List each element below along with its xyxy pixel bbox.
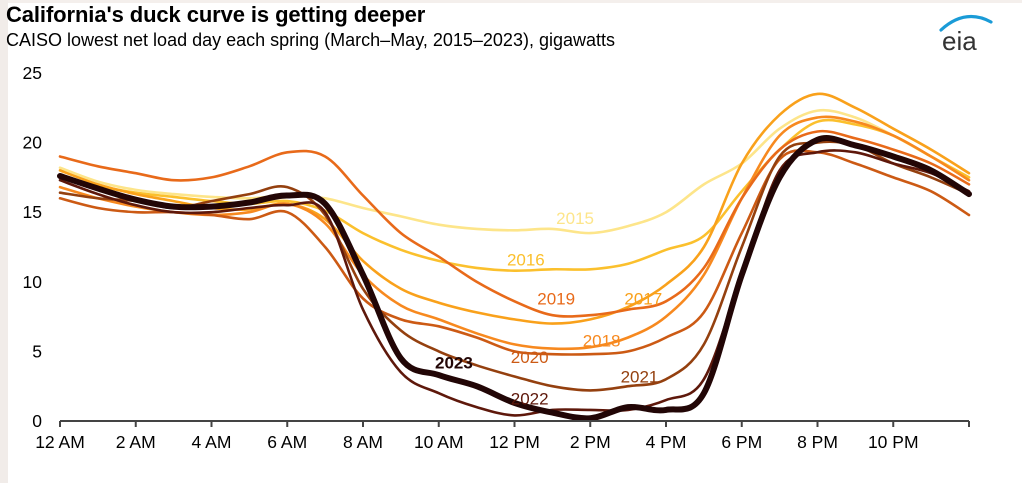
x-tick-label: 6 AM bbox=[267, 432, 307, 452]
series-line-2022 bbox=[58, 149, 971, 417]
x-tick-label: 2 AM bbox=[116, 432, 156, 452]
series-label-2019: 2019 bbox=[537, 290, 575, 309]
series-label-2022: 2022 bbox=[511, 390, 549, 409]
y-tick-label: 0 bbox=[32, 411, 42, 431]
x-tick-label: 4 AM bbox=[192, 432, 232, 452]
y-axis: 0 5 10 15 20 25 bbox=[23, 63, 43, 431]
y-tick-label: 5 bbox=[32, 341, 42, 361]
series-label-2017: 2017 bbox=[624, 290, 662, 309]
x-tick-label: 10 PM bbox=[868, 432, 919, 452]
series-label-2015: 2015 bbox=[556, 209, 594, 228]
left-border bbox=[0, 0, 8, 483]
series-label-2016: 2016 bbox=[507, 251, 545, 270]
chart-subtitle: CAISO lowest net load day each spring (M… bbox=[6, 30, 615, 50]
logo-arc bbox=[939, 14, 993, 32]
x-tick-label: 12 PM bbox=[489, 432, 540, 452]
logo-text: eia bbox=[942, 26, 977, 55]
chart-title: California's duck curve is getting deepe… bbox=[6, 2, 426, 27]
series-labels: 2015 2016 2017 2018 2019 2020 2021 2022 2023 bbox=[435, 209, 662, 409]
x-tick-label: 4 PM bbox=[646, 432, 687, 452]
series-label-2021: 2021 bbox=[621, 367, 659, 386]
x-tick-label: 2 PM bbox=[570, 432, 611, 452]
eia-logo: eia bbox=[935, 10, 995, 56]
eia-logo-icon: eia bbox=[939, 14, 993, 56]
x-tick-label: 8 PM bbox=[797, 432, 838, 452]
y-tick-label: 15 bbox=[23, 202, 42, 222]
y-tick-label: 25 bbox=[23, 63, 42, 83]
x-tick-label: 6 PM bbox=[721, 432, 762, 452]
series-label-2018: 2018 bbox=[583, 331, 621, 350]
series-label-2023: 2023 bbox=[435, 354, 473, 373]
x-tick-label: 8 AM bbox=[343, 432, 383, 452]
y-tick-label: 10 bbox=[23, 272, 43, 292]
top-border bbox=[0, 0, 1022, 3]
x-axis: 12 AM 2 AM 4 AM 6 AM 8 AM 10 AM 12 PM 2 PM 4 PM 6… bbox=[35, 420, 970, 452]
x-tick-label: 10 AM bbox=[414, 432, 464, 452]
series-line-2019 bbox=[58, 129, 971, 318]
y-tick-label: 20 bbox=[23, 133, 43, 153]
series-lines bbox=[57, 92, 972, 422]
series-line-2015 bbox=[58, 108, 971, 235]
series-label-2020: 2020 bbox=[511, 348, 549, 367]
series-line-2023 bbox=[57, 135, 972, 422]
x-tick-label: 12 AM bbox=[35, 432, 85, 452]
